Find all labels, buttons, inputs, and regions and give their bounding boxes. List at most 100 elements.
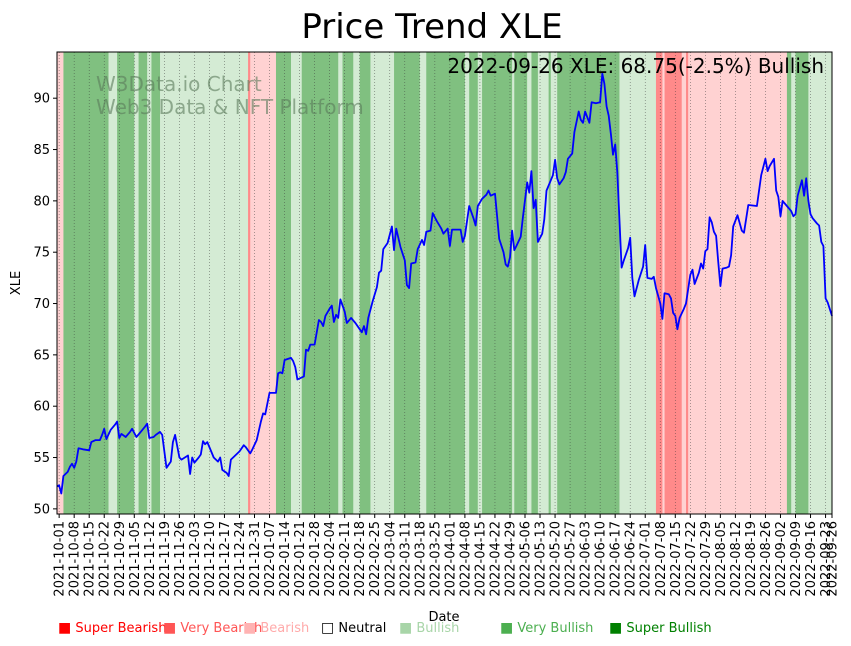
regime-band-bullish (527, 52, 532, 514)
regime-band-very-bullish (469, 52, 479, 514)
x-tick-label: 2021-10-22 (98, 521, 113, 597)
y-tick-label: 60 (33, 400, 50, 415)
regime-band-bullish (537, 52, 549, 514)
y-tick-label: 80 (33, 194, 50, 209)
x-tick-label: 2021-12-03 (188, 521, 203, 597)
regime-band-very-bullish (426, 52, 466, 514)
regime-band-very-bearish (686, 52, 689, 514)
legend-swatch-icon: □ (321, 620, 335, 636)
y-tick-label: 85 (33, 143, 50, 158)
x-tick-label: 2022-06-10 (594, 521, 609, 597)
legend-swatch-icon: ■ (58, 620, 72, 636)
x-tick-label: 2022-05-27 (564, 521, 579, 597)
legend-label: Very Bullish (513, 621, 594, 636)
regime-band-bullish (550, 52, 558, 514)
regime-band-bullish (512, 52, 515, 514)
regime-band-very-bullish (63, 52, 109, 514)
x-axis-label: Date (428, 610, 459, 625)
x-tick-label: 2022-01-14 (278, 521, 293, 597)
x-tick-label: 2022-03-04 (383, 521, 398, 597)
regime-band-bullish (419, 52, 427, 514)
y-tick-label: 50 (33, 502, 50, 517)
x-tick-label: 2022-03-18 (413, 521, 428, 597)
legend-item: □ Neutral (321, 620, 386, 636)
regime-band-bullish (630, 52, 657, 514)
y-tick-label: 70 (33, 297, 50, 312)
annotation-text: 2022-09-26 XLE: 68.75(-2.5%) Bullish (447, 54, 824, 78)
x-tick-label: 2022-09-23 (819, 521, 834, 597)
x-tick-label: 2022-04-01 (443, 521, 458, 597)
x-tick-label: 2022-03-11 (398, 521, 413, 597)
x-tick-label: 2022-01-07 (263, 521, 278, 597)
x-tick-label: 2021-12-31 (248, 521, 263, 597)
x-tick-label: 2021-12-17 (218, 521, 233, 597)
x-tick-label: 2021-10-29 (113, 521, 128, 597)
x-tick-label: 2022-07-15 (669, 521, 684, 597)
regime-band-bullish (338, 52, 343, 514)
regime-band-bullish (108, 52, 118, 514)
watermark-line-1: W3Data.io Chart (96, 72, 262, 96)
regime-band-very-bearish (248, 52, 251, 514)
legend-swatch-icon: ■ (500, 620, 514, 636)
x-tick-label: 2021-12-10 (203, 521, 218, 597)
regime-bands (57, 52, 833, 514)
x-tick-label: 2022-02-11 (338, 521, 353, 597)
legend-label: Super Bullish (622, 621, 712, 636)
watermark: W3Data.io Chart Web3 Data & NFT Platform (96, 72, 364, 119)
regime-band-very-bullish (117, 52, 135, 514)
x-tick-label: 2022-08-05 (714, 521, 729, 597)
y-tick-label: 55 (33, 451, 50, 466)
price-line-group (56, 72, 833, 495)
x-tick-label: 2022-04-15 (473, 521, 488, 597)
x-tick-label: 2022-08-12 (729, 521, 744, 597)
x-tick-label: 2022-08-19 (744, 521, 759, 597)
x-tick-label: 2022-09-02 (774, 521, 789, 597)
regime-band-very-bullish (548, 52, 552, 514)
regime-band-very-bearish (664, 52, 683, 514)
regime-band-very-bullish (514, 52, 528, 514)
regime-band-very-bullish (795, 52, 809, 514)
x-tick-label: 2022-05-20 (549, 521, 564, 597)
regime-band-bullish (370, 52, 395, 514)
legend-item: ■ Very Bearish (163, 620, 262, 636)
regime-band-bearish (57, 52, 64, 514)
x-tick-label: 2022-09-16 (804, 521, 819, 597)
regime-band-very-bullish (557, 52, 620, 514)
regime-band-very-bullish (138, 52, 148, 514)
price-line-xle (56, 72, 833, 495)
x-tick-label: 2022-06-24 (624, 521, 639, 597)
x-tick-label: 2022-02-25 (368, 521, 383, 597)
legend-label: Super Bearish (71, 621, 167, 636)
legend-item: ■ Very Bullish (500, 620, 593, 636)
x-tick-label: 2022-07-22 (684, 521, 699, 597)
x-tick-label: 2022-02-18 (353, 521, 368, 597)
x-tick-label: 2022-09-09 (789, 521, 804, 597)
x-tick-label: 2022-05-06 (519, 521, 534, 597)
legend-swatch-icon: ■ (243, 620, 257, 636)
regime-band-very-bullish (531, 52, 539, 514)
legend-item: ■ Bullish (399, 620, 459, 636)
legend-label: Neutral (334, 621, 387, 636)
x-tick-label: 2022-08-26 (759, 521, 774, 597)
legend-item: ■ Super Bearish (58, 620, 166, 636)
regime-band-bullish (791, 52, 796, 514)
regime-band-bullish (291, 52, 303, 514)
x-tick-label: 2021-11-05 (128, 521, 143, 597)
x-tick-label: 2022-07-01 (639, 521, 654, 597)
y-axis-label: XLE (9, 271, 24, 295)
x-tick-label: 2021-10-01 (53, 521, 68, 597)
regime-band-very-bullish (359, 52, 371, 514)
x-tick-label: 2022-06-17 (609, 521, 624, 597)
legend-label: Very Bearish (176, 621, 263, 636)
x-tick-label: 2022-05-13 (534, 521, 549, 597)
x-tick-label: 2021-11-12 (143, 521, 158, 597)
legend-label: Bearish (256, 621, 310, 636)
x-tick-label: 2021-12-24 (233, 521, 248, 597)
legend-swatch-icon: ■ (399, 620, 413, 636)
x-tick-label: 2022-01-28 (308, 521, 323, 597)
x-tick-label: 2022-07-29 (699, 521, 714, 597)
regime-band-bullish (808, 52, 833, 514)
regime-band-very-bullish (786, 52, 792, 514)
y-tick-label: 75 (33, 246, 50, 261)
